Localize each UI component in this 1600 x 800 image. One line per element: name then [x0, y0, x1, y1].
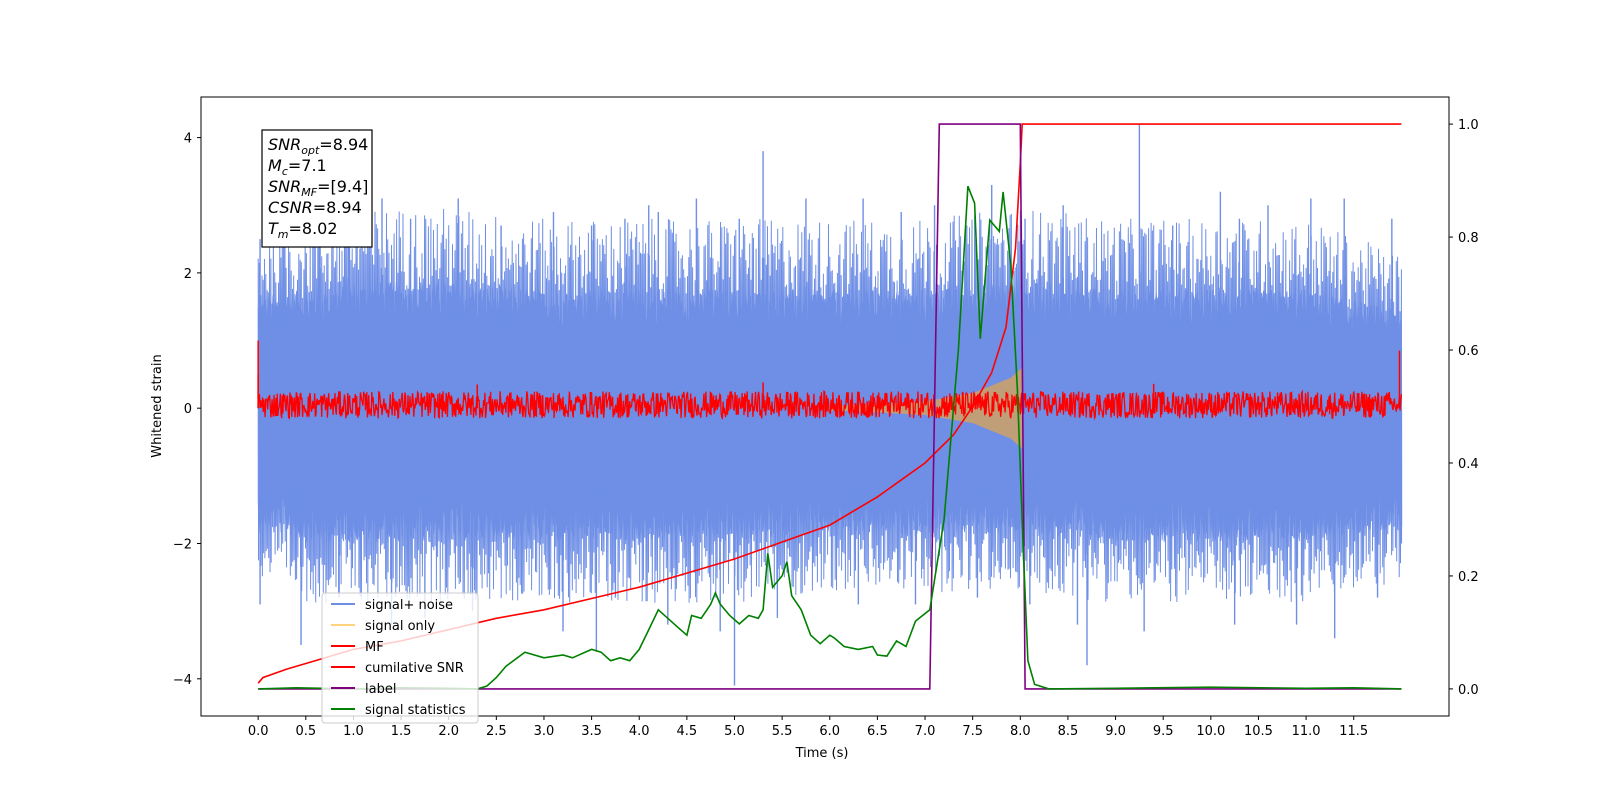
legend-label-signal-statistics: signal statistics	[365, 703, 466, 718]
legend-frame	[321, 592, 479, 724]
x-axis-label: Time (s)	[795, 746, 849, 761]
x-tick-label: 8.0	[1010, 724, 1031, 739]
x-tick-label: 9.5	[1153, 724, 1174, 739]
x-tick-label: 7.5	[962, 724, 983, 739]
y-axis-left: −4 −2 0 2 4	[173, 132, 201, 688]
x-tick-label: 11.0	[1292, 724, 1321, 739]
x-tick-label: 0.0	[248, 724, 269, 739]
y2-tick-label: 0.2	[1458, 570, 1479, 585]
legend-label-mf: MF	[365, 640, 384, 655]
x-tick-label: 2.5	[486, 724, 507, 739]
legend-label-cumilative-snr: cumilative SNR	[365, 661, 464, 676]
legend-label-label: label	[365, 682, 396, 697]
x-tick-label: 4.5	[677, 724, 698, 739]
annotation-line: Mc=7.1	[268, 156, 327, 178]
x-tick-label: 6.0	[819, 724, 840, 739]
x-tick-label: 6.5	[867, 724, 888, 739]
annotation-line: SNRMF=[9.4]	[268, 177, 368, 199]
annotation-line: CSNR=8.94	[268, 198, 362, 217]
x-tick-label: 1.5	[391, 724, 412, 739]
plot-frame	[200, 96, 1450, 717]
x-tick-label: 3.0	[534, 724, 555, 739]
y-axis-label: Whitened strain	[150, 354, 165, 457]
x-tick-label: 4.0	[629, 724, 650, 739]
annotation-line: Tm=8.02	[268, 219, 338, 241]
x-tick-label: 8.5	[1058, 724, 1079, 739]
x-tick-label: 3.5	[581, 724, 602, 739]
x-tick-label: 1.0	[343, 724, 364, 739]
series-signal-noise-trace	[257, 208, 1403, 603]
y2-tick-label: 0.4	[1458, 457, 1479, 472]
y-tick-label: −4	[173, 673, 192, 688]
y-tick-label: −2	[173, 537, 192, 552]
x-tick-label: 0.5	[295, 724, 316, 739]
x-tick-label: 10.5	[1244, 724, 1273, 739]
y-tick-label: 4	[184, 132, 192, 147]
y2-tick-label: 0.8	[1458, 231, 1479, 246]
x-tick-label: 5.5	[772, 724, 793, 739]
y-tick-label: 0	[184, 402, 192, 417]
x-tick-label: 2.0	[438, 724, 459, 739]
legend-label-signal-only: signal only	[365, 619, 435, 634]
y2-tick-label: 1.0	[1458, 118, 1479, 133]
x-tick-label: 11.5	[1339, 724, 1368, 739]
series-signal-statistics	[258, 185, 1402, 690]
y2-tick-label: 0.0	[1458, 683, 1479, 698]
series-signal-only	[829, 367, 1023, 449]
x-tick-label: 7.0	[915, 724, 936, 739]
x-tick-label: 5.0	[724, 724, 745, 739]
y-axis-right: 0.0 0.2 0.4 0.6 0.8 1.0	[1449, 118, 1479, 698]
y-tick-label: 2	[184, 267, 192, 282]
series-mf	[257, 389, 1403, 421]
x-tick-label: 10.0	[1196, 724, 1225, 739]
annotation-frame	[261, 129, 373, 248]
annotation-line: SNRopt=8.94	[268, 135, 368, 157]
x-axis: 0.0 0.5 1.0 1.5 2.0 2.5 3.0 3.5 4.0 4.5 5.0 5.5 6.0 6…	[248, 716, 1368, 739]
legend: signal+ noise signal only MF cumilative SNR…	[321, 592, 479, 724]
y2-tick-label: 0.6	[1458, 344, 1479, 359]
legend-label-signal-noise: signal+ noise	[365, 598, 453, 613]
x-tick-label: 9.0	[1105, 724, 1126, 739]
